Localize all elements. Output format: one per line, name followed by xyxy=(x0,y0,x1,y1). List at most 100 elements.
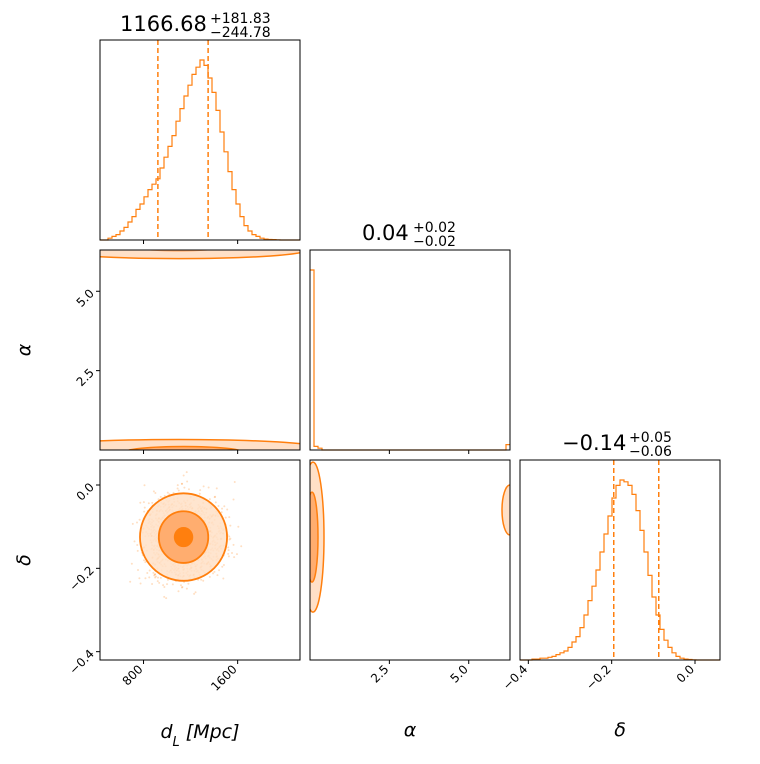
scatter-point xyxy=(181,586,184,589)
ytick-label-delta: −0.4 xyxy=(66,647,97,678)
title-delta-value: −0.14 xyxy=(562,431,626,455)
frame-alpha-delta xyxy=(309,459,511,661)
scatter-point xyxy=(226,508,229,511)
scatter-point xyxy=(214,495,217,498)
title-alpha-value: 0.04 xyxy=(362,221,409,245)
scatter-point xyxy=(153,573,156,576)
scatter-point xyxy=(158,581,161,584)
scatter-point xyxy=(135,521,138,524)
scatter-point xyxy=(207,486,210,489)
panel-alpha-delta xyxy=(310,461,510,613)
panel-dL-delta xyxy=(129,471,243,600)
scatter-point xyxy=(222,563,225,566)
scatter-point xyxy=(139,582,142,585)
scatter-point xyxy=(221,507,224,510)
hist-step-alpha xyxy=(310,269,510,451)
ytick-label-alpha: 5.0 xyxy=(74,286,97,309)
xlabel-dL: dL [Mpc] xyxy=(160,721,239,750)
scatter-point xyxy=(186,480,189,483)
scatter-point xyxy=(185,471,188,474)
scatter-point xyxy=(208,498,211,501)
title-delta-plus: +0.05 xyxy=(629,430,672,446)
scatter-point xyxy=(228,535,231,538)
scatter-point xyxy=(143,510,146,513)
scatter-point xyxy=(162,584,165,587)
xtick-label-delta: 0.0 xyxy=(674,662,697,685)
scatter-point xyxy=(240,545,243,548)
scatter-point xyxy=(224,516,227,519)
scatter-point xyxy=(147,502,150,505)
frame-delta xyxy=(519,459,721,661)
scatter-point xyxy=(177,590,180,593)
xtick-label-d_L: 1600 xyxy=(208,662,239,693)
hist-panel-delta xyxy=(519,459,721,661)
scatter-point xyxy=(171,583,174,586)
scatter-point xyxy=(151,501,154,504)
scatter-point xyxy=(139,501,142,504)
panel-dL-alpha xyxy=(100,250,300,450)
scatter-point xyxy=(228,538,231,541)
scatter-point xyxy=(152,571,155,574)
scatter-point xyxy=(143,484,146,487)
scatter-point xyxy=(165,597,168,600)
scatter-point xyxy=(193,592,196,595)
scatter-point xyxy=(185,587,188,590)
title-dL-plus: +181.83 xyxy=(210,11,271,27)
scatter-point xyxy=(172,491,175,494)
scatter-point xyxy=(220,511,223,514)
scatter-point xyxy=(179,584,182,587)
scatter-point xyxy=(143,559,146,562)
scatter-point xyxy=(154,573,157,576)
scatter-point xyxy=(202,485,205,488)
scatter-point xyxy=(216,574,219,577)
scatter-point xyxy=(198,492,201,495)
xtick-label-alpha: 5.0 xyxy=(447,662,470,685)
scatter-point xyxy=(154,576,157,579)
scatter-point xyxy=(148,576,151,579)
scatter-point xyxy=(152,490,155,493)
ylabel-alpha: α xyxy=(13,343,35,356)
scatter-point xyxy=(194,591,197,594)
scatter-point xyxy=(166,491,169,494)
xtick-label-delta: −0.4 xyxy=(500,662,531,693)
scatter-point xyxy=(187,582,190,585)
scatter-point xyxy=(146,572,149,575)
scatter-point xyxy=(159,576,162,579)
scatter-point xyxy=(237,525,240,528)
hist-panel-d_L xyxy=(99,39,301,241)
scatter-point xyxy=(222,577,225,580)
frame-d_L xyxy=(99,39,301,241)
scatter-point xyxy=(187,488,190,491)
scatter-point xyxy=(144,561,147,564)
scatter-point xyxy=(166,578,169,581)
scatter-point xyxy=(228,516,231,519)
scatter-point xyxy=(213,496,216,499)
frame-dL-delta xyxy=(99,459,301,661)
scatter-point xyxy=(232,498,235,501)
scatter-point xyxy=(200,578,203,581)
scatter-point xyxy=(157,576,160,579)
scatter-point xyxy=(166,583,169,586)
scatter-point xyxy=(129,580,132,583)
scatter-point xyxy=(136,549,139,552)
scatter-point xyxy=(180,586,183,589)
scatter-point xyxy=(233,480,236,483)
scatter-point xyxy=(156,580,159,583)
ytick-label-alpha: 2.5 xyxy=(74,366,97,389)
scatter-point xyxy=(183,486,186,489)
scatter-point xyxy=(235,553,238,556)
scatter-point xyxy=(217,505,220,508)
hist-panel-alpha xyxy=(309,249,511,451)
scatter-point xyxy=(202,579,205,582)
ytick-label-delta: 0.0 xyxy=(74,480,97,503)
scatter-point xyxy=(154,491,157,494)
scatter-point xyxy=(137,569,140,572)
scatter-point xyxy=(214,501,217,504)
scatter-point xyxy=(133,540,136,543)
scatter-point xyxy=(177,489,180,492)
scatter-point xyxy=(212,572,215,575)
xlabel-alpha: α xyxy=(404,719,417,741)
scatter-point xyxy=(180,482,183,485)
contour-mid-bottom xyxy=(126,445,242,450)
contour-right-outer xyxy=(501,484,510,536)
